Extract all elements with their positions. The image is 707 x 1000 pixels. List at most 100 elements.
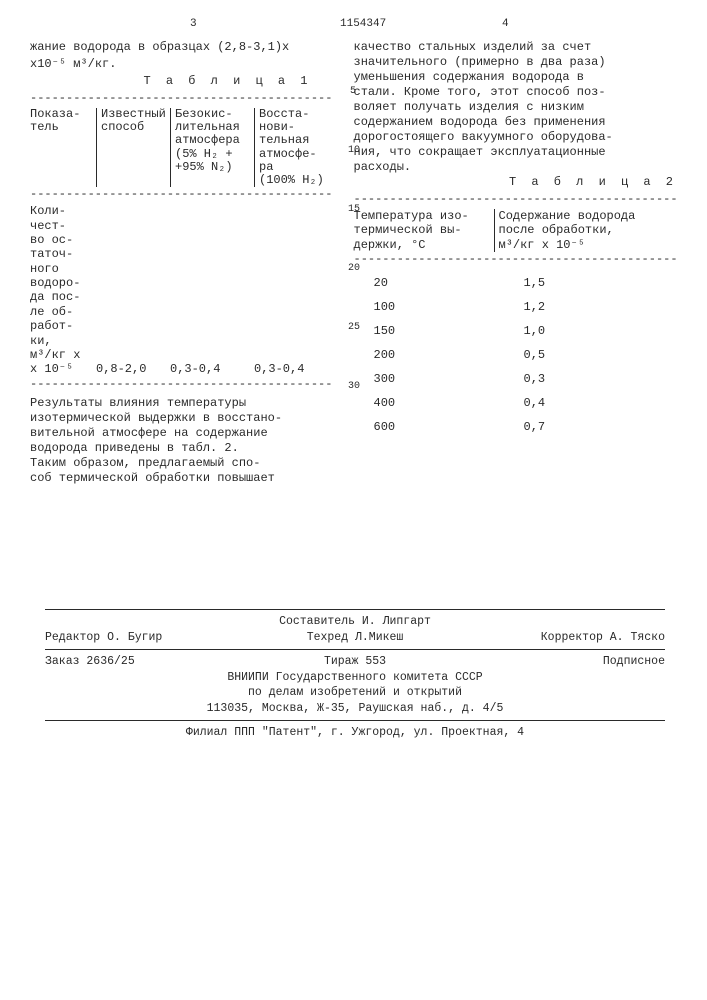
p1-l1: Результаты влияния температуры bbox=[30, 396, 342, 411]
t1-h4-l4: атмосфе- bbox=[259, 148, 334, 161]
t1-row-label-9: работ- bbox=[30, 319, 342, 333]
t1-h3-l3: атмосфера bbox=[175, 134, 254, 147]
line-number: 5 bbox=[350, 86, 356, 99]
paragraph-left: Результаты влияния температуры изотермич… bbox=[30, 396, 342, 486]
intro-line2: x10⁻⁵ м³/кг. bbox=[30, 57, 342, 72]
page-num-right: 4 bbox=[502, 18, 509, 32]
footer-branch: Филиал ППП "Патент", г. Ужгород, ул. Про… bbox=[45, 725, 665, 741]
p1-l3: вительной атмосфере на содержание bbox=[30, 426, 342, 441]
t1-row-label-6: водоро- bbox=[30, 276, 342, 290]
table1-header: Показа- тель Известный способ Безокис- л… bbox=[30, 108, 342, 187]
t1-val-1: 0,8-2,0 bbox=[96, 362, 170, 376]
t1-val-3: 0,3-0,4 bbox=[254, 362, 334, 376]
t1-row-label-12: x 10⁻⁵ bbox=[30, 362, 96, 376]
table1-label: Т а б л и ц а 1 bbox=[30, 74, 342, 89]
footer-org2: по делам изобретений и открытий bbox=[45, 685, 665, 701]
t2-r5-t: 300 bbox=[354, 372, 464, 387]
p2-l4: стали. Кроме того, этот способ поз- bbox=[354, 85, 678, 100]
p1-l6: соб термической обработки повышает bbox=[30, 471, 342, 486]
t2-r7-h: 0,7 bbox=[464, 420, 644, 435]
table2-dash-mid: ----------------------------------------… bbox=[354, 252, 678, 267]
p2-l1: качество стальных изделий за счет bbox=[354, 40, 678, 55]
p2-l3: уменьшения содержания водорода в bbox=[354, 70, 678, 85]
page-num-left: 3 bbox=[190, 18, 197, 32]
t2-h2-l2: после обработки, bbox=[499, 223, 664, 237]
table-row: 2000,5 bbox=[354, 348, 678, 363]
p2-l7: дорогостоящего вакуумного оборудова- bbox=[354, 130, 678, 145]
p2-l9: расходы. bbox=[354, 160, 678, 175]
table2-label: Т а б л и ц а 2 bbox=[354, 175, 678, 190]
p1-l4: водорода приведены в табл. 2. bbox=[30, 441, 342, 456]
paragraph-right: качество стальных изделий за счет значит… bbox=[354, 40, 678, 175]
line-number: 30 bbox=[348, 381, 360, 394]
t1-h4-l6: (100% H₂) bbox=[259, 174, 334, 187]
table1-dash-top: ----------------------------------------… bbox=[30, 91, 342, 106]
footer-order: Заказ 2636/25 bbox=[45, 654, 255, 670]
table1-dash-bottom: ----------------------------------------… bbox=[30, 377, 342, 392]
t1-h3-l4: (5% H₂ + bbox=[175, 148, 254, 161]
t2-r1-t: 20 bbox=[354, 276, 464, 291]
t2-h2-l3: м³/кг x 10⁻⁵ bbox=[499, 238, 664, 252]
t2-h2-l1: Содержание водорода bbox=[499, 209, 664, 223]
t2-r3-h: 1,0 bbox=[464, 324, 644, 339]
t1-row-label-5: ного bbox=[30, 262, 342, 276]
line-number: 10 bbox=[348, 145, 360, 158]
table1-dash-mid: ----------------------------------------… bbox=[30, 187, 342, 202]
t1-h4-l3: тельная bbox=[259, 134, 334, 147]
table2-dash-top: ----------------------------------------… bbox=[354, 192, 678, 207]
left-column: жание водорода в образцах (2,8-3,1)x x10… bbox=[30, 40, 342, 486]
t2-r2-h: 1,2 bbox=[464, 300, 644, 315]
line-number: 25 bbox=[348, 322, 360, 335]
footer-block: Составитель И. Липгарт Редактор О. Бугир… bbox=[45, 605, 665, 741]
t2-r7-t: 600 bbox=[354, 420, 464, 435]
t1-row-label-4: таточ- bbox=[30, 247, 342, 261]
t1-row-label-11: м³/кг x bbox=[30, 348, 342, 362]
footer-addr1: 113035, Москва, Ж-35, Раушская наб., д. … bbox=[45, 701, 665, 717]
t2-r5-h: 0,3 bbox=[464, 372, 644, 387]
table-row: 201,5 bbox=[354, 276, 678, 291]
t2-h1-l3: держки, °С bbox=[354, 238, 494, 252]
t2-r2-t: 100 bbox=[354, 300, 464, 315]
t1-val-2: 0,3-0,4 bbox=[170, 362, 254, 376]
t2-r6-t: 400 bbox=[354, 396, 464, 411]
footer-podpis: Подписное bbox=[455, 654, 665, 670]
footer-tech: Техред Л.Микеш bbox=[255, 630, 455, 646]
table-row: 6000,7 bbox=[354, 420, 678, 435]
footer-editor: Редактор О. Бугир bbox=[45, 630, 255, 646]
table-row: 1001,2 bbox=[354, 300, 678, 315]
t1-h3-l5: +95% N₂) bbox=[175, 161, 254, 174]
p2-l6: содержанием водорода без применения bbox=[354, 115, 678, 130]
right-column: качество стальных изделий за счет значит… bbox=[354, 40, 678, 486]
p2-l2: значительного (примерно в два раза) bbox=[354, 55, 678, 70]
p2-l5: воляет получать изделия с низким bbox=[354, 100, 678, 115]
t1-h1-l2: тель bbox=[30, 121, 96, 134]
line-number: 20 bbox=[348, 263, 360, 276]
t2-r6-h: 0,4 bbox=[464, 396, 644, 411]
t2-r1-h: 1,5 bbox=[464, 276, 644, 291]
table2-header: Температура изо- термической вы- держки,… bbox=[354, 209, 678, 252]
t1-h4-l5: ра bbox=[259, 161, 334, 174]
table1-body: Коли- чест- во ос- таточ- ного водоро- д… bbox=[30, 204, 342, 377]
p1-l5: Таким образом, предлагаемый спо- bbox=[30, 456, 342, 471]
line-number: 15 bbox=[348, 204, 360, 217]
t2-r4-t: 200 bbox=[354, 348, 464, 363]
t1-row-label-3: во ос- bbox=[30, 233, 342, 247]
table-row: 4000,4 bbox=[354, 396, 678, 411]
t1-row-label-8: ле об- bbox=[30, 305, 342, 319]
t2-h1-l1: Температура изо- bbox=[354, 209, 494, 223]
table-row: 1501,0 bbox=[354, 324, 678, 339]
table2-body: 201,5 1001,2 1501,0 2000,5 3000,3 4000,4… bbox=[354, 276, 678, 435]
t2-h1-l2: термической вы- bbox=[354, 223, 494, 237]
t1-row-label-2: чест- bbox=[30, 219, 342, 233]
t1-h2-l2: способ bbox=[101, 121, 170, 134]
document-number: 1154347 bbox=[340, 18, 386, 32]
footer-corrector: Корректор А. Тяско bbox=[455, 630, 665, 646]
footer-compiler: Составитель И. Липгарт bbox=[45, 614, 665, 630]
t1-row-label-10: ки, bbox=[30, 334, 342, 348]
p1-l2: изотермической выдержки в восстано- bbox=[30, 411, 342, 426]
footer-org1: ВНИИПИ Государственного комитета СССР bbox=[45, 670, 665, 686]
t1-row-label-7: да пос- bbox=[30, 290, 342, 304]
intro-line1: жание водорода в образцах (2,8-3,1)x bbox=[30, 40, 342, 55]
t2-r3-t: 150 bbox=[354, 324, 464, 339]
t2-r4-h: 0,5 bbox=[464, 348, 644, 363]
